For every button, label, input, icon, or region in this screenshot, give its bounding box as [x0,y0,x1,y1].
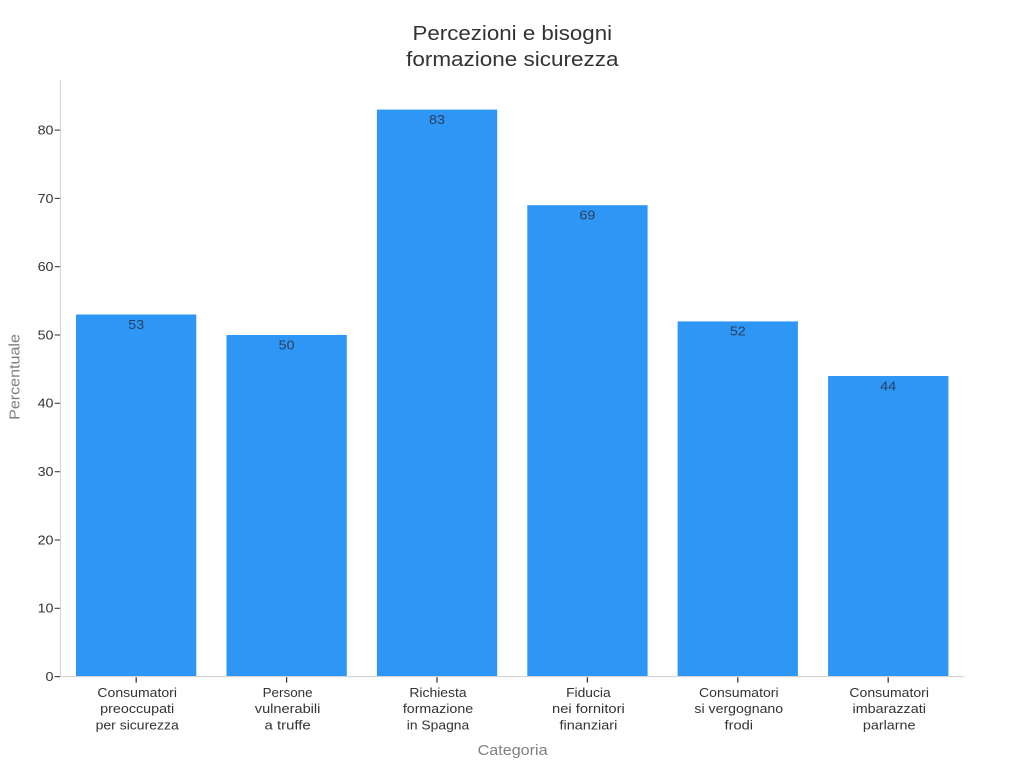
svg-text:0: 0 [46,670,54,684]
svg-text:Fiducia: Fiducia [566,686,611,700]
svg-text:Richiesta: Richiesta [409,686,466,700]
svg-text:53: 53 [128,318,144,332]
svg-text:70: 70 [38,192,54,206]
svg-text:20: 20 [38,533,54,547]
svg-text:vulnerabili: vulnerabili [255,702,321,716]
svg-text:a truffe: a truffe [265,719,311,733]
svg-text:imbarazzati: imbarazzati [853,702,926,716]
svg-text:per sicurezza: per sicurezza [96,719,179,733]
svg-text:Consumatori: Consumatori [699,686,779,700]
svg-text:Consumatori: Consumatori [97,686,177,700]
svg-text:Persone: Persone [263,686,313,700]
svg-text:50: 50 [38,328,54,342]
svg-text:si vergognano: si vergognano [694,702,783,716]
svg-text:formazione: formazione [403,702,473,716]
svg-text:40: 40 [38,397,54,411]
svg-text:preoccupati: preoccupati [100,702,174,716]
svg-text:nei fornitori: nei fornitori [552,702,625,716]
svg-text:69: 69 [579,209,595,223]
svg-text:83: 83 [429,113,445,127]
svg-text:Percentuale: Percentuale [8,334,24,420]
svg-text:finanziari: finanziari [560,719,618,733]
svg-text:10: 10 [38,602,54,616]
svg-text:Percezioni e bisogni: Percezioni e bisogni [413,23,613,45]
svg-text:30: 30 [38,465,54,479]
svg-text:80: 80 [38,124,54,138]
svg-text:44: 44 [880,379,896,393]
svg-text:formazione sicurezza: formazione sicurezza [406,49,619,71]
svg-text:parlarne: parlarne [863,719,916,733]
svg-text:52: 52 [730,325,746,339]
svg-text:50: 50 [279,338,295,352]
svg-text:in Spagna: in Spagna [407,719,469,733]
svg-text:60: 60 [38,260,54,274]
svg-text:frodi: frodi [725,719,754,733]
svg-text:Categoria: Categoria [478,743,548,759]
svg-text:Consumatori: Consumatori [849,686,929,700]
